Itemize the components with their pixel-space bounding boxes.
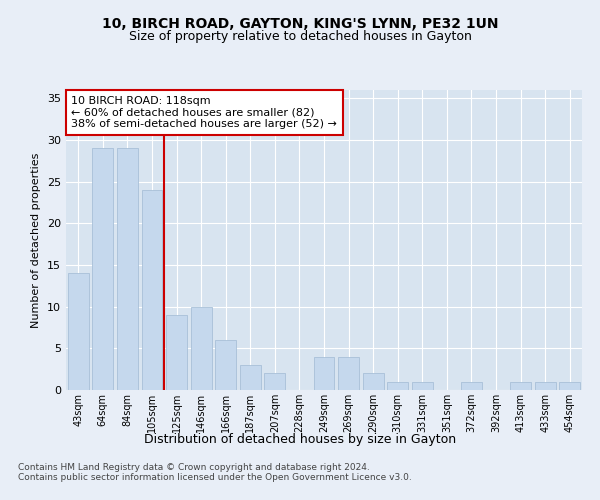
Bar [362,374,383,390]
Bar [559,382,580,390]
Bar [215,340,236,390]
Text: 10 BIRCH ROAD: 118sqm
← 60% of detached houses are smaller (82)
38% of semi-deta: 10 BIRCH ROAD: 118sqm ← 60% of detached … [71,96,337,129]
Bar [240,365,261,390]
Y-axis label: Number of detached properties: Number of detached properties [31,152,41,328]
Text: Distribution of detached houses by size in Gayton: Distribution of detached houses by size … [144,432,456,446]
Text: Contains HM Land Registry data © Crown copyright and database right 2024.: Contains HM Land Registry data © Crown c… [18,462,370,471]
Bar [510,382,531,390]
Text: Size of property relative to detached houses in Gayton: Size of property relative to detached ho… [128,30,472,43]
Bar [314,356,334,390]
Bar [387,382,408,390]
Bar [68,274,89,390]
Bar [338,356,359,390]
Bar [412,382,433,390]
Bar [92,148,113,390]
Text: Contains public sector information licensed under the Open Government Licence v3: Contains public sector information licen… [18,472,412,482]
Bar [265,374,286,390]
Bar [535,382,556,390]
Bar [461,382,482,390]
Bar [191,306,212,390]
Text: 10, BIRCH ROAD, GAYTON, KING'S LYNN, PE32 1UN: 10, BIRCH ROAD, GAYTON, KING'S LYNN, PE3… [102,18,498,32]
Bar [166,315,187,390]
Bar [142,190,163,390]
Bar [117,148,138,390]
